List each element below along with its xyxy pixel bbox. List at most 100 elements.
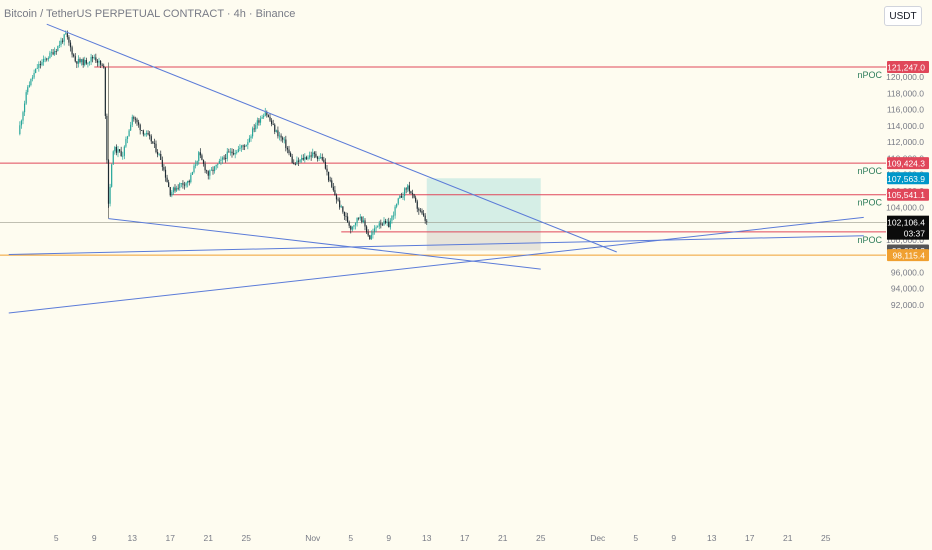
candle-body: [177, 187, 179, 189]
position-zones: [426, 178, 541, 251]
candle-body: [239, 147, 241, 150]
candle-body: [272, 123, 274, 125]
candle-body: [274, 124, 276, 132]
candle-body: [225, 158, 227, 159]
poc-tag: nPOC: [857, 198, 882, 208]
candle-body: [125, 139, 127, 147]
candle-body: [280, 135, 282, 138]
candle-body: [155, 143, 157, 153]
candle-body: [318, 157, 320, 159]
candle-body: [30, 78, 32, 85]
candle-body: [259, 118, 262, 123]
time-tick-label: Nov: [305, 533, 321, 543]
time-tick-label: 17: [460, 533, 470, 543]
drawing-lines: nPOC nPOC nPOC nPOC: [0, 62, 886, 256]
time-tick-label: 25: [242, 533, 252, 543]
candle-body: [54, 51, 56, 55]
candle-body: [258, 120, 260, 123]
level-price-tag: [887, 249, 929, 262]
candle-body: [141, 130, 143, 131]
candle-body: [411, 193, 414, 195]
candle-body: [421, 210, 423, 214]
trendline[interactable]: [8, 216, 864, 314]
time-tick-label: 21: [783, 533, 793, 543]
candle-body: [145, 133, 148, 135]
candle-body: [46, 58, 48, 60]
candle-body: [410, 191, 412, 194]
candle-body: [231, 151, 233, 154]
candle-body: [345, 215, 347, 217]
candle-body: [248, 138, 251, 143]
candle-body: [182, 183, 184, 185]
candle-body: [375, 227, 377, 229]
candle-body: [137, 122, 140, 125]
candle-body: [339, 200, 341, 208]
candle-body: [126, 136, 129, 140]
candle-body: [251, 128, 254, 137]
candle-body: [358, 217, 360, 219]
candle-body: [312, 152, 314, 157]
price-tick-label: 118,000.0: [887, 88, 924, 98]
candle-body: [377, 226, 379, 228]
level-price-tag-label: 98,115.4: [893, 251, 926, 261]
candle-body: [293, 162, 295, 164]
candle-body: [109, 186, 111, 204]
candle-body: [87, 62, 89, 64]
candle-body: [93, 57, 95, 59]
candle-body: [88, 61, 91, 63]
time-axis-bg: [0, 530, 886, 550]
candle-body: [49, 52, 51, 59]
candle-body: [96, 60, 99, 63]
candle-body: [403, 188, 406, 197]
candle-body: [291, 156, 293, 163]
candle-body: [38, 64, 40, 68]
candle-body: [285, 139, 287, 148]
candle-body: [350, 225, 352, 230]
candle-body: [301, 157, 303, 160]
candle-body: [321, 157, 323, 160]
candle-body: [160, 154, 162, 160]
candle-body: [190, 174, 192, 183]
candle-body: [299, 159, 301, 162]
chart-title[interactable]: Bitcoin / TetherUS PERPETUAL CONTRACT · …: [4, 8, 296, 20]
price-axis[interactable]: 92,000.094,000.096,000.098,000.0100,000.…: [886, 0, 932, 550]
candle-body: [194, 164, 197, 166]
candle-body: [198, 152, 200, 161]
candle-body: [210, 169, 213, 171]
candle-body: [392, 215, 395, 217]
trendlines[interactable]: [8, 23, 864, 314]
time-axis[interactable]: 5 9 13 17 21 25 Nov 5 9 13 17 21 25 Dec 5 9 13 17 21 25: [0, 530, 886, 550]
currency-button[interactable]: USDT: [884, 6, 922, 26]
candle-body: [207, 171, 209, 176]
candle-body: [180, 183, 182, 184]
candle-body: [98, 60, 100, 63]
trendline[interactable]: [108, 218, 541, 270]
candle-body: [136, 119, 138, 123]
price-tags: 121,247.0109,424.3105,541.1100,969.0107,…: [887, 60, 929, 262]
candle-body: [394, 206, 396, 216]
candle-body: [131, 116, 133, 125]
candle-body: [240, 145, 243, 148]
candle-body: [112, 151, 114, 165]
candle-body: [33, 72, 35, 78]
candle-body: [354, 223, 357, 226]
candle-body: [302, 157, 304, 160]
candle-body: [334, 190, 336, 196]
candle-body: [175, 187, 178, 191]
trendline[interactable]: [8, 235, 864, 255]
candle-body: [142, 130, 144, 135]
candle-body: [65, 33, 67, 35]
candle-body: [234, 152, 236, 155]
candle-body: [337, 199, 339, 201]
candle-body: [364, 220, 366, 227]
candle-body: [323, 159, 325, 162]
candle-body: [365, 226, 368, 233]
candle-body: [236, 152, 238, 153]
candle-body: [315, 153, 317, 157]
candle-body: [95, 57, 97, 61]
candle-body: [362, 220, 365, 223]
candle-body: [152, 141, 154, 144]
trendline[interactable]: [46, 23, 617, 253]
candle-body: [217, 163, 219, 165]
